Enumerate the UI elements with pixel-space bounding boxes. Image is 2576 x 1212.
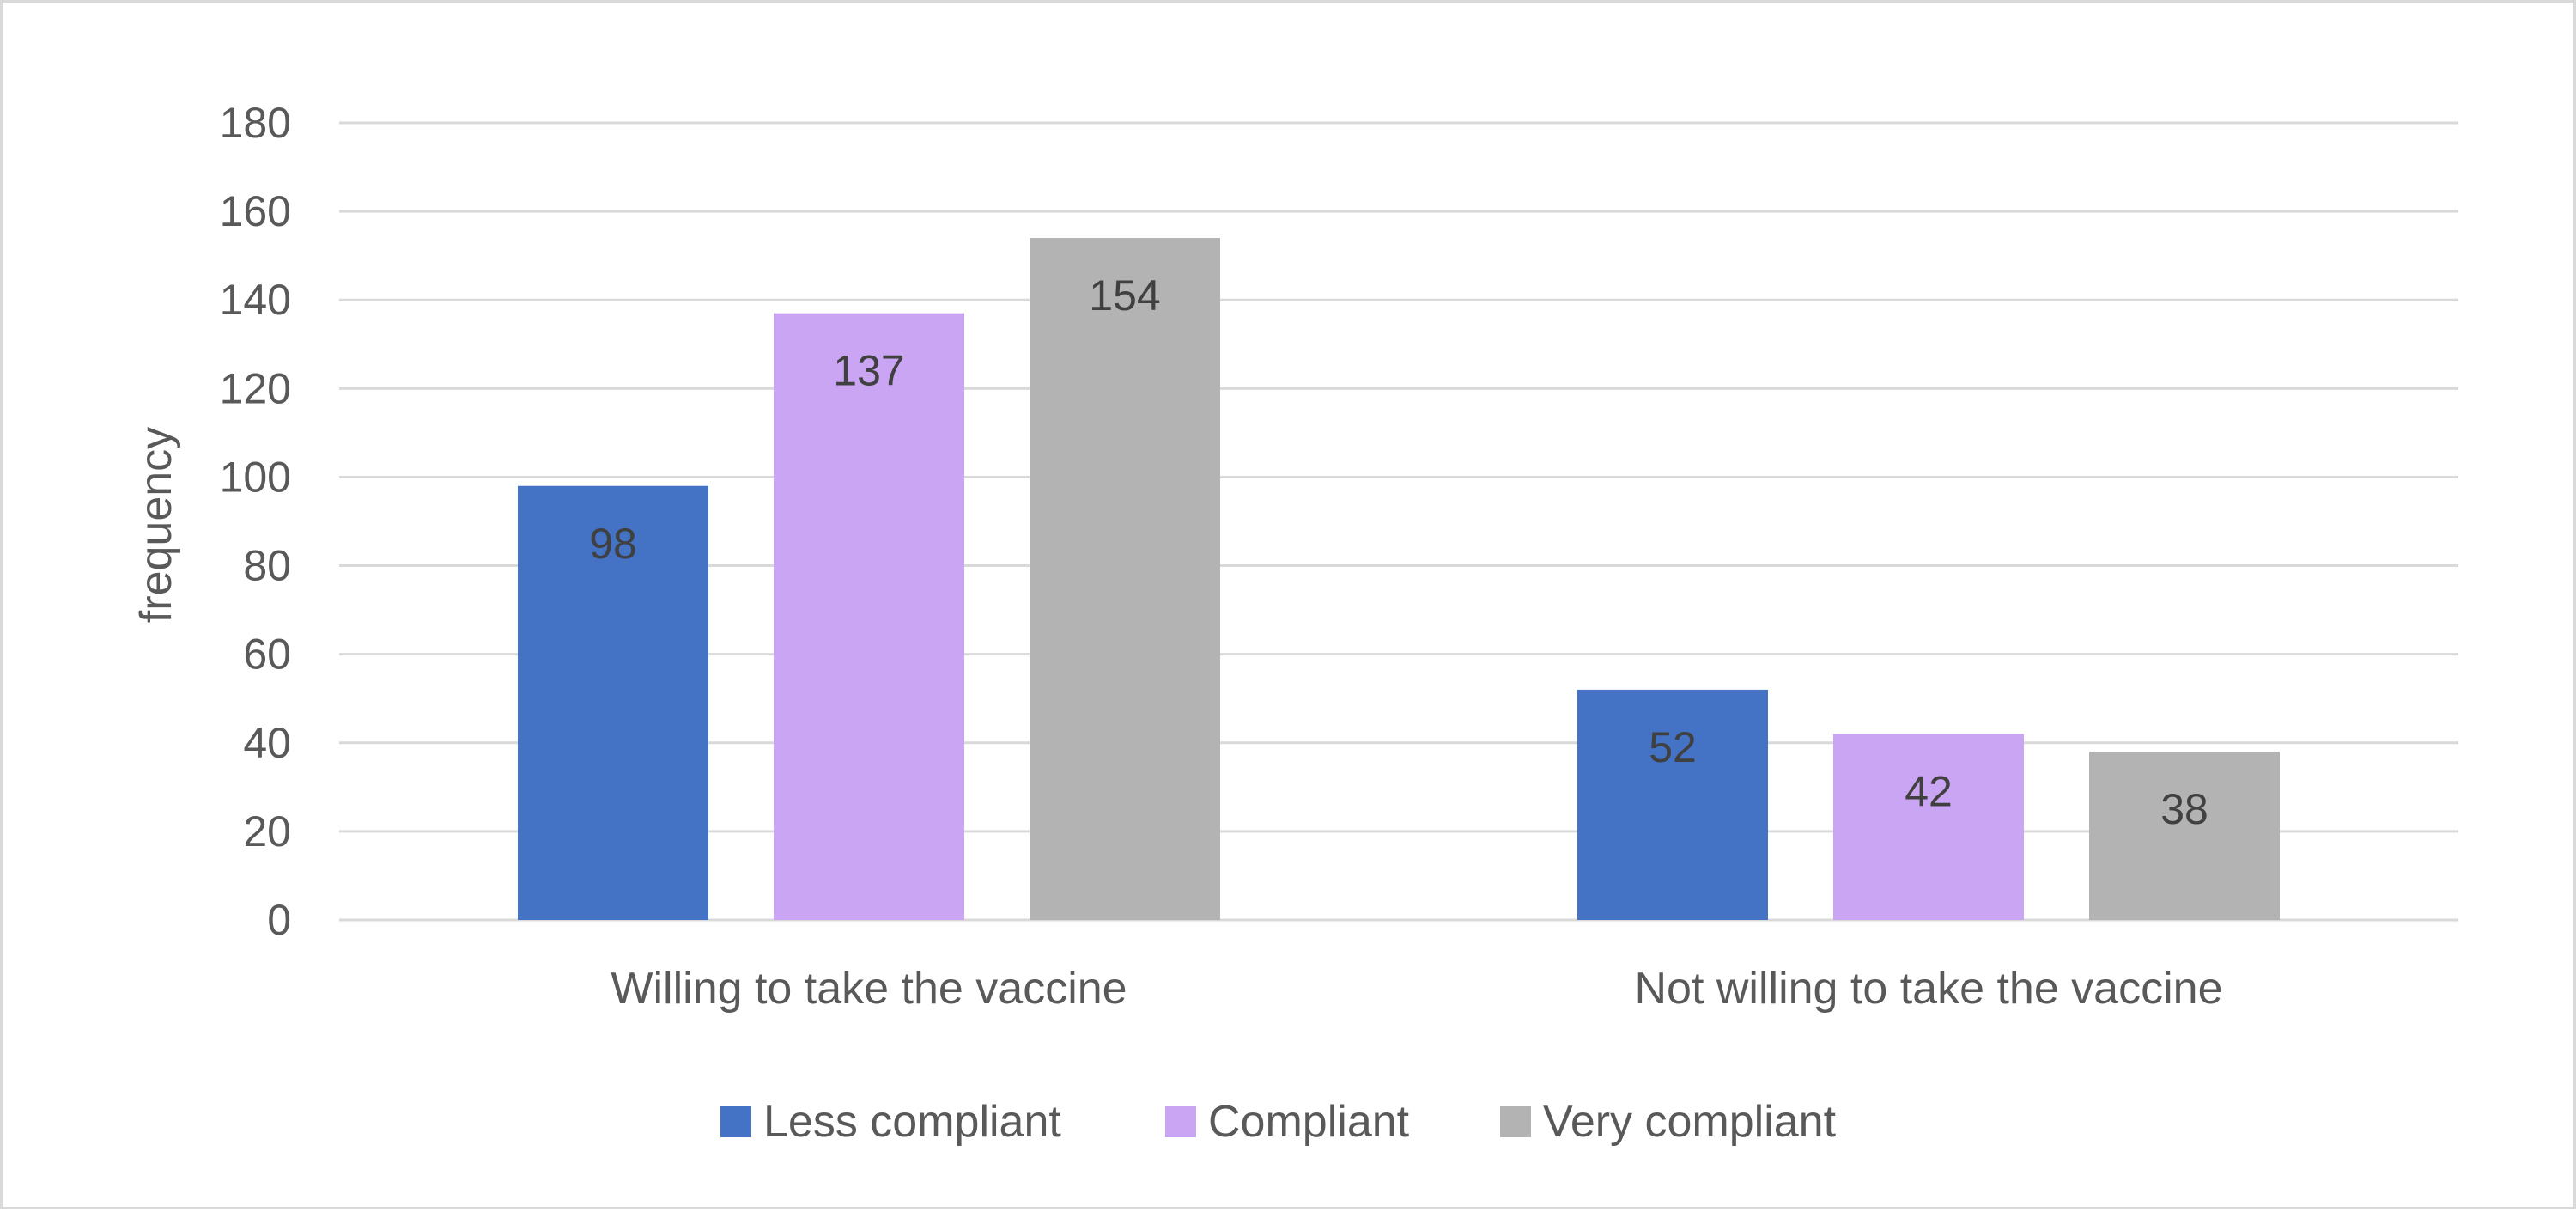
legend-swatch [1500,1106,1531,1137]
y-tick-label: 40 [243,719,291,767]
data-label: 98 [589,520,637,568]
data-label: 42 [1905,767,1953,815]
bar [1833,734,2024,920]
legend-item: Compliant [1165,1097,1410,1147]
y-tick-label: 120 [220,364,291,412]
legend-item: Very compliant [1500,1097,1837,1147]
y-tick-label: 0 [267,896,291,944]
legend-swatch [1165,1106,1196,1137]
y-tick-label: 20 [243,807,291,856]
bar-chart: 0 20 40 60 80 100 120 140 160 180 frequency 98 137… [131,99,2458,1147]
legend-swatch [720,1106,751,1137]
y-axis-title: frequency [131,427,181,623]
bar [2089,752,2280,920]
x-category-label: Not willing to take the vaccine [1634,964,2222,1014]
data-label: 52 [1649,723,1697,771]
bar [774,313,964,920]
x-category-label: Willing to take the vaccine [611,964,1127,1014]
y-tick-label: 140 [220,276,291,324]
data-label: 154 [1089,271,1160,320]
legend-item: Less compliant [720,1097,1061,1147]
bar [1030,238,1220,920]
y-tick-label: 180 [220,99,291,147]
data-label: 38 [2160,785,2208,833]
bar [518,485,708,920]
y-tick-label: 80 [243,542,291,590]
legend-label: Very compliant [1543,1097,1837,1147]
y-tick-label: 60 [243,630,291,679]
bars [518,238,2280,920]
y-tick-label: 100 [220,453,291,501]
bar [1577,689,1768,920]
legend-label: Less compliant [763,1097,1061,1147]
data-label: 137 [833,347,904,395]
y-tick-label: 160 [220,187,291,235]
data-labels: 98 137 154 52 42 38 [589,271,2208,833]
x-axis-categories: Willing to take the vaccine Not willing t… [611,964,2222,1014]
legend-label: Compliant [1208,1097,1410,1147]
y-axis-ticks: 0 20 40 60 80 100 120 140 160 180 [220,99,291,944]
legend: Less compliant Compliant Very compliant [720,1097,1837,1147]
